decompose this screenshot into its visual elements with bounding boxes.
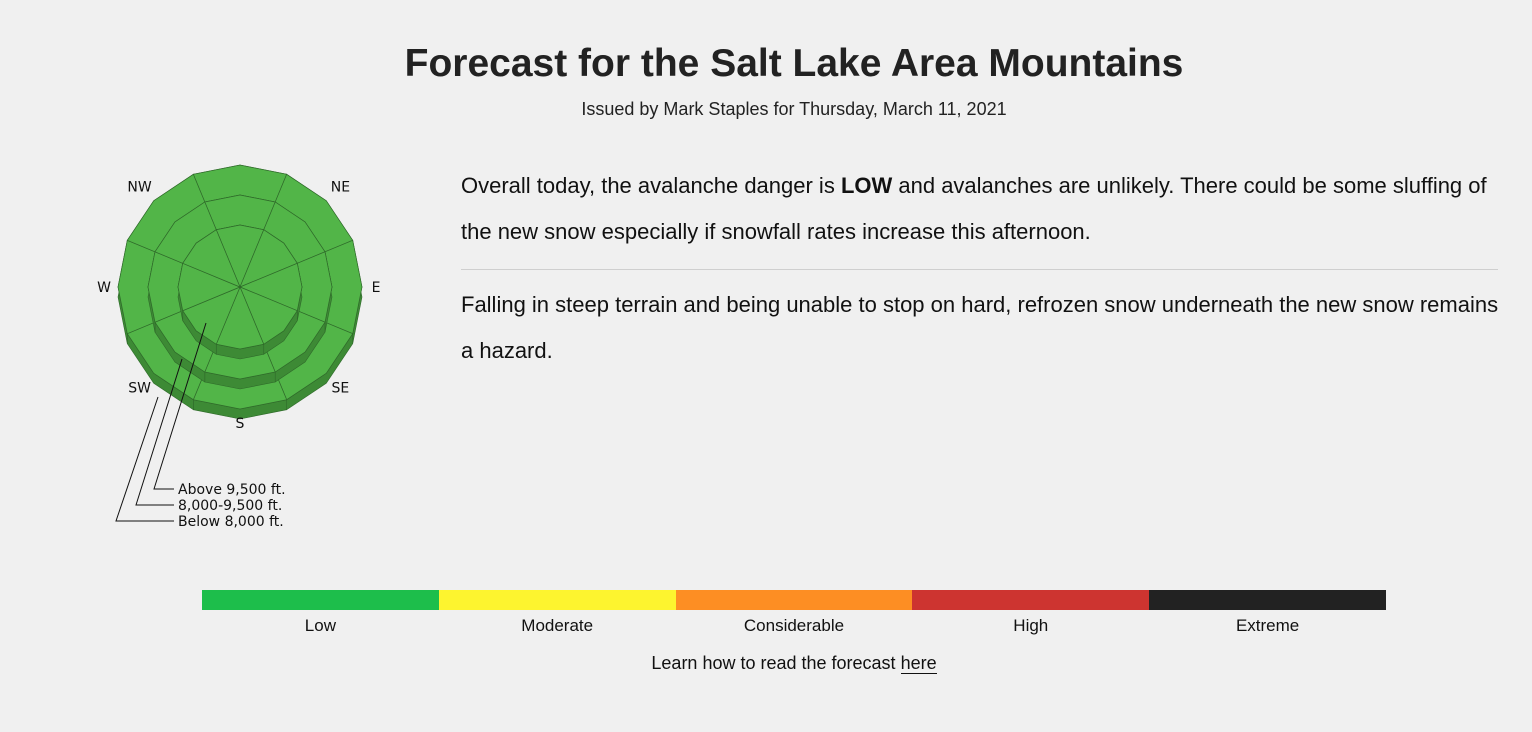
rose-direction-sw: SW (128, 380, 151, 396)
rose-direction-ne: NE (331, 180, 350, 196)
learn-here-link[interactable]: here (900, 653, 937, 674)
rose-sector-mid-n (204, 194, 276, 231)
scale-considerable: Considerable (675, 590, 913, 636)
summary-paragraph-2: Falling in steep terrain and being unabl… (461, 292, 1499, 363)
scale-bar-considerable (675, 590, 913, 610)
rose-sector-mid-e (296, 251, 333, 323)
bottom-line: Overall today, the avalanche danger is L… (461, 163, 1501, 374)
rose-leader-line (135, 358, 183, 506)
scale-label-moderate: Moderate (521, 616, 594, 635)
scale-label-extreme: Extreme (1235, 616, 1300, 635)
divider (461, 269, 1498, 270)
scale-label-low: Low (304, 616, 336, 635)
rose-elevation-label: Below 8,000 ft. (178, 514, 284, 530)
scale-label-considerable: Considerable (743, 616, 845, 635)
danger-rose: NNEESESSWWNW Above 9,500 ft.8,000-9,500 … (97, 164, 381, 530)
danger-scale: Low Moderate Considerable High Extreme (202, 590, 1386, 636)
scale-extreme: Extreme (1149, 590, 1386, 636)
rose-elevation-label: 8,000-9,500 ft. (178, 498, 282, 514)
rose-leader-line (153, 322, 207, 490)
rose-direction-se: SE (332, 380, 350, 396)
rose-leader-line (115, 396, 174, 522)
danger-level: LOW (840, 173, 893, 198)
scale-bar-extreme (1149, 590, 1386, 610)
rose-elevation-label: Above 9,500 ft. (178, 482, 286, 498)
learn-text: Learn how to read the forecast (651, 653, 901, 673)
issued-by: Issued by Mark Staples for Thursday, Mar… (581, 99, 1007, 119)
learn-how: Learn how to read the forecast here (0, 653, 1532, 674)
scale-bar-moderate (438, 590, 676, 610)
rose-sector-mid-w (147, 251, 184, 323)
scale-high: High (912, 590, 1150, 636)
rose-sector-upper-nw (182, 229, 241, 288)
summary-paragraph-1: Overall today, the avalanche danger is L… (461, 173, 1487, 244)
rose-direction-s: S (236, 416, 245, 432)
scale-moderate: Moderate (438, 590, 676, 636)
scale-bar-high (912, 590, 1150, 610)
rose-direction-w: W (97, 280, 111, 296)
scale-bar-low (202, 590, 439, 610)
rose-direction-e: E (372, 280, 381, 296)
rose-direction-nw: NW (127, 180, 151, 196)
scale-label-high: High (1013, 616, 1049, 635)
page-title: Forecast for the Salt Lake Area Mountain… (404, 42, 1184, 85)
scale-low: Low (202, 590, 439, 636)
